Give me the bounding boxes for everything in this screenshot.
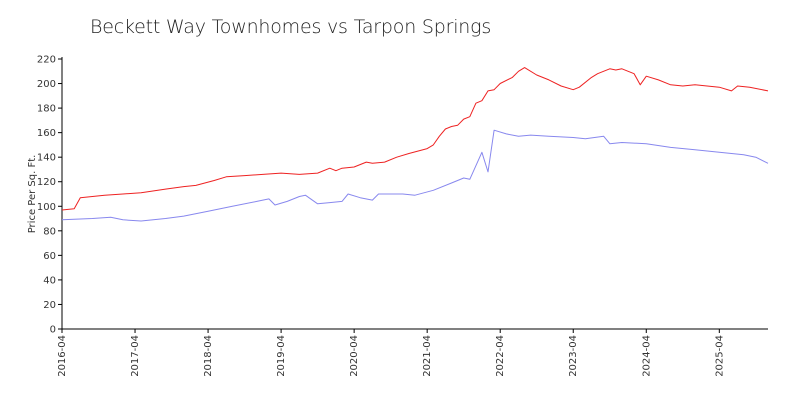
x-tick-label: 2020-04 — [349, 335, 360, 377]
y-tick-label: 0 — [50, 325, 56, 336]
series-line-1 — [61, 67, 769, 211]
x-tick-label: 2023-04 — [568, 335, 579, 377]
x-tick-label: 2024-04 — [641, 335, 652, 377]
x-tick-label: 2021-04 — [422, 335, 433, 377]
y-tick-label: 120 — [37, 177, 56, 188]
y-tick-label: 80 — [43, 226, 56, 237]
x-tick-label: 2022-04 — [495, 335, 506, 377]
y-tick-label: 180 — [37, 104, 56, 115]
y-axis-label: Price Per Sq. Ft. — [27, 155, 38, 234]
y-tick-label: 40 — [43, 275, 56, 286]
y-tick-label: 100 — [37, 202, 56, 213]
x-tick-label: 2016-04 — [57, 335, 68, 377]
x-tick-label: 2017-04 — [130, 335, 141, 377]
chart-title: Beckett Way Townhomes vs Tarpon Springs — [90, 16, 492, 38]
x-tick-label: 2025-04 — [714, 335, 725, 377]
y-tick-label: 20 — [43, 300, 56, 311]
series-line-2 — [61, 129, 769, 222]
y-tick-label: 140 — [37, 153, 56, 164]
x-tick-label: 2018-04 — [203, 335, 214, 377]
y-tick-label: 220 — [37, 55, 56, 66]
series-layer — [61, 67, 769, 222]
y-tick-label: 60 — [43, 251, 56, 262]
axes: 0 20 40 60 80 100 120 140 160 180 200 220 2016-04 201… — [37, 55, 768, 377]
y-tick-label: 200 — [37, 79, 56, 90]
y-tick-label: 160 — [37, 128, 56, 139]
x-tick-label: 2019-04 — [276, 335, 287, 377]
